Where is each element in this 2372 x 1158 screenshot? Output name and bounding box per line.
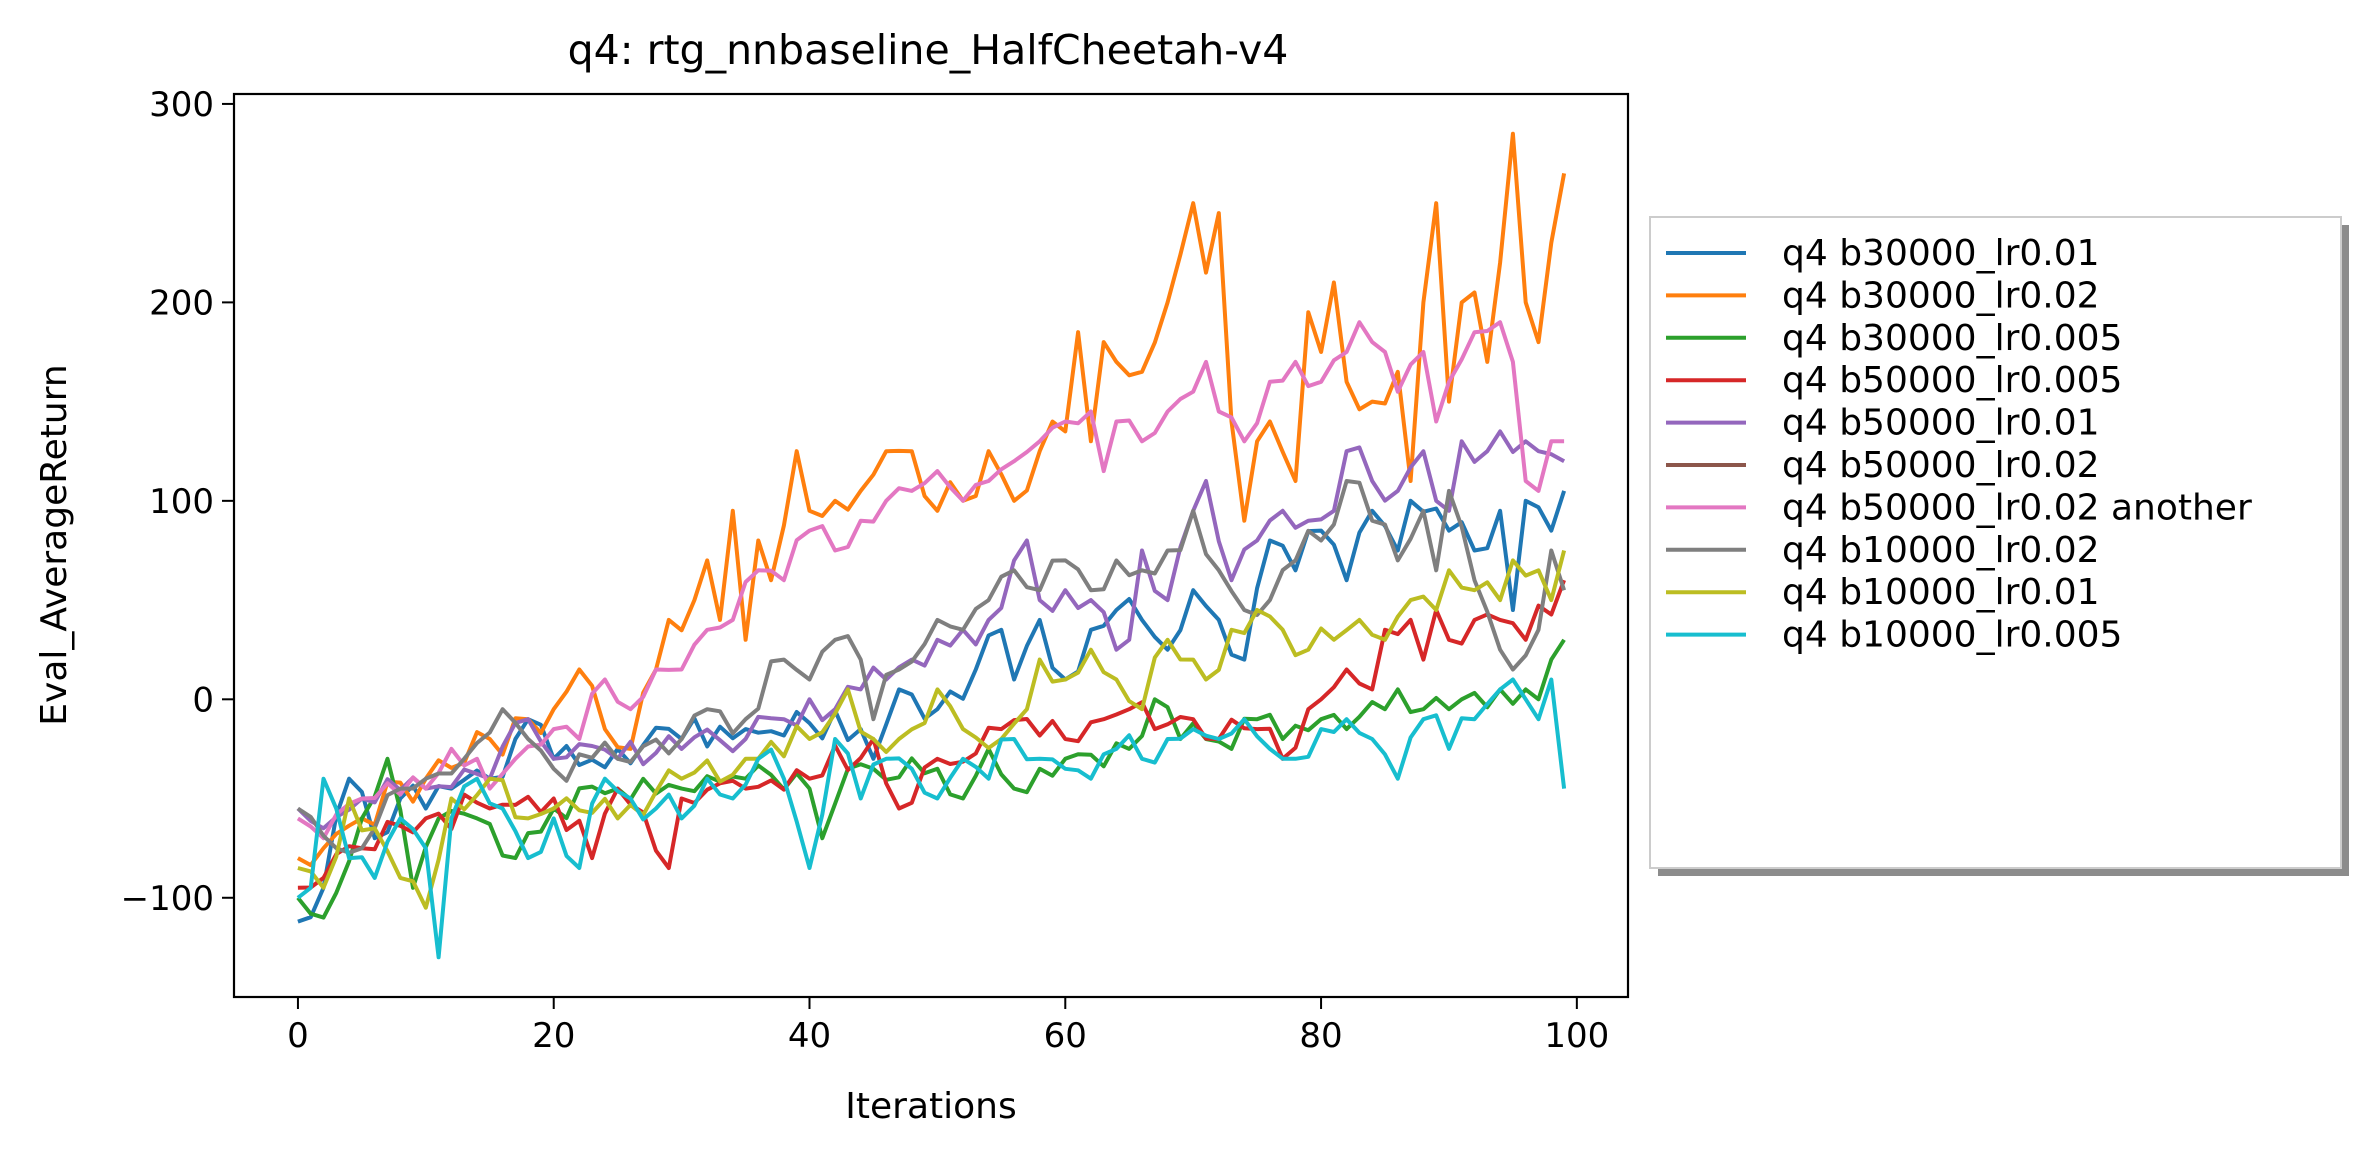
- legend-label: q4 b50000_lr0.02: [1782, 445, 2100, 486]
- x-tick-label: 100: [1544, 1016, 1609, 1056]
- y-tick-label: 200: [149, 283, 214, 323]
- series-line: [296, 677, 1567, 960]
- legend-box: [1649, 216, 2342, 869]
- legend-label: q4 b30000_lr0.02: [1782, 275, 2100, 316]
- y-axis-ticks: −100 0 100 200 300: [121, 85, 234, 919]
- y-axis-label: Eval_AverageReturn: [34, 364, 75, 725]
- x-tick-label: 0: [287, 1016, 309, 1056]
- series-line: [296, 320, 1565, 841]
- legend-label: q4 b30000_lr0.005: [1782, 318, 2122, 359]
- legend-label: q4 b50000_lr0.01: [1782, 403, 2100, 444]
- plot-lines: [296, 131, 1567, 960]
- legend-label: q4 b50000_lr0.005: [1782, 360, 2122, 401]
- chart-title: q4: rtg_nnbaseline_HalfCheetah-v4: [568, 26, 1289, 74]
- legend-label: q4 b10000_lr0.02: [1782, 530, 2100, 571]
- y-tick-label: 300: [149, 85, 214, 125]
- series-line: [297, 550, 1567, 910]
- x-axis-ticks: 0 20 40 60 80 100: [287, 997, 1609, 1056]
- legend-label: q4 b30000_lr0.01: [1782, 233, 2100, 274]
- series-line: [296, 429, 1566, 831]
- legend-label: q4 b50000_lr0.02 another: [1782, 487, 2252, 528]
- plot-frame: [232, 92, 1630, 999]
- legend-label: q4 b10000_lr0.01: [1782, 572, 2100, 613]
- y-tick-label: 0: [192, 680, 214, 720]
- x-axis-label: Iterations: [845, 1086, 1016, 1127]
- y-tick-label: 100: [149, 482, 214, 522]
- series-line: [297, 490, 1567, 924]
- legend-label: q4 b10000_lr0.005: [1782, 615, 2122, 656]
- x-tick-label: 80: [1299, 1016, 1342, 1056]
- series-line: [296, 638, 1566, 920]
- x-tick-label: 40: [788, 1016, 831, 1056]
- y-tick-label: −100: [121, 879, 214, 919]
- series-line: [297, 579, 1566, 890]
- x-tick-label: 20: [532, 1016, 575, 1056]
- x-tick-label: 60: [1044, 1016, 1087, 1056]
- series-line: [296, 479, 1567, 855]
